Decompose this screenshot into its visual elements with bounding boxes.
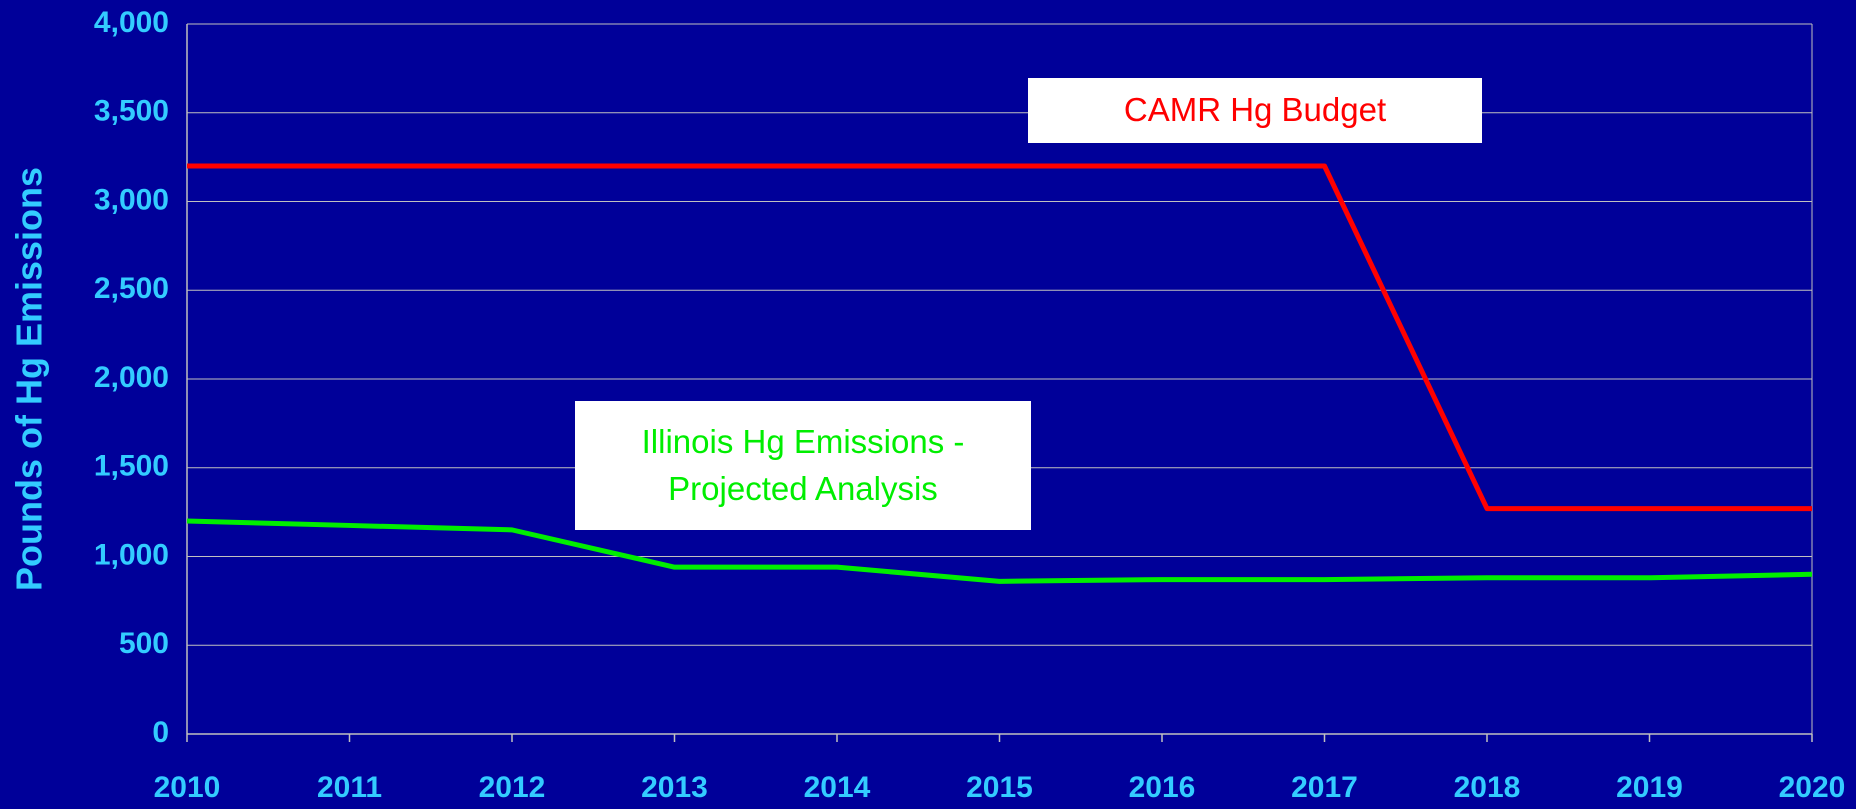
series-line xyxy=(186,518,1813,584)
y-tick-label: 3,000 xyxy=(94,183,169,216)
y-tick-label: 1,000 xyxy=(94,538,169,571)
y-tick-label: 500 xyxy=(119,627,169,660)
x-tick-label: 2010 xyxy=(154,771,221,804)
x-tick-label: 2018 xyxy=(1454,771,1521,804)
x-tick-label: 2014 xyxy=(804,771,871,804)
x-tick-label: 2016 xyxy=(1129,771,1196,804)
x-tick-label: 2017 xyxy=(1291,771,1358,804)
x-tick-label: 2015 xyxy=(966,771,1033,804)
y-tick-label: 3,500 xyxy=(94,95,169,128)
y-tick-label: 2,000 xyxy=(94,361,169,394)
y-tick-label: 0 xyxy=(152,716,169,749)
y-axis-title: Pounds of Hg Emissions xyxy=(9,167,50,591)
series-label: CAMR Hg Budget xyxy=(1028,78,1482,143)
x-tick-label: 2020 xyxy=(1779,771,1846,804)
y-tick-label: 4,000 xyxy=(94,6,169,39)
x-tick-label: 2019 xyxy=(1616,771,1683,804)
x-tick-label: 2011 xyxy=(317,771,382,804)
x-tick-label: 2013 xyxy=(641,771,708,804)
y-tick-label: 1,500 xyxy=(94,450,169,483)
x-tick-label: 2012 xyxy=(479,771,546,804)
y-tick-label: 2,500 xyxy=(94,272,169,305)
series-line xyxy=(187,163,1812,512)
series-label: Illinois Hg Emissions - Projected Analys… xyxy=(575,401,1031,530)
